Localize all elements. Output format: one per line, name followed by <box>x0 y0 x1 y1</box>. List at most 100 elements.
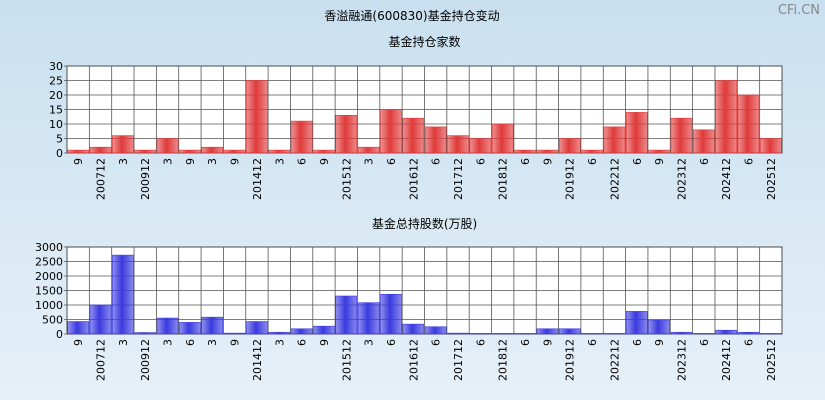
x-tick-label: 200912 <box>139 339 152 381</box>
bar <box>715 80 737 154</box>
bar <box>268 331 291 335</box>
x-tick-label: 6 <box>698 339 711 346</box>
x-tick-label: 201512 <box>340 339 353 381</box>
bar <box>67 149 89 154</box>
bar <box>201 316 224 335</box>
x-tick-label: 6 <box>474 339 487 346</box>
bar <box>380 109 402 154</box>
bar <box>760 138 782 154</box>
x-tick-label: 9 <box>318 158 331 165</box>
bar <box>335 115 358 154</box>
y-tick-label: 30 <box>49 60 63 73</box>
x-tick-label: 6 <box>474 158 487 165</box>
x-tick-label: 6 <box>519 158 532 165</box>
x-tick-label: 9 <box>72 339 85 346</box>
bar <box>692 333 715 335</box>
x-tick-label: 3 <box>162 339 175 346</box>
x-tick-label: 9 <box>541 339 554 346</box>
x-tick-label: 200912 <box>139 158 152 200</box>
x-tick-label: 202412 <box>720 339 733 381</box>
x-tick-label: 9 <box>72 158 85 165</box>
x-tick-label: 6 <box>742 339 755 346</box>
bar <box>335 295 358 335</box>
bar <box>625 112 648 154</box>
bar <box>737 94 760 154</box>
watermark: CFi.CN <box>778 3 820 18</box>
x-tick-label: 6 <box>296 158 309 165</box>
y-tick-label: 5 <box>56 133 63 146</box>
x-tick-label: 201812 <box>497 158 510 200</box>
bar <box>67 321 89 335</box>
bar <box>670 331 693 335</box>
bar <box>648 319 670 335</box>
y-tick-label: 500 <box>42 314 63 327</box>
bar <box>179 149 201 154</box>
bar <box>514 149 536 154</box>
bar <box>357 302 380 335</box>
bar <box>469 333 492 335</box>
x-tick-label: 200712 <box>95 158 108 200</box>
x-tick-label: 3 <box>363 339 376 346</box>
x-tick-label: 3 <box>273 158 286 165</box>
bar <box>491 123 514 154</box>
x-tick-label: 6 <box>296 339 309 346</box>
x-tick-label: 202512 <box>765 339 778 381</box>
bar <box>491 333 514 335</box>
bar <box>112 254 134 335</box>
bar <box>380 293 402 335</box>
y-tick-label: 0 <box>56 147 63 160</box>
chart-title: 基金总持股数(万股) <box>372 216 477 231</box>
chart-title: 基金持仓家数 <box>388 34 460 49</box>
x-tick-label: 202512 <box>765 158 778 200</box>
bar <box>648 149 670 154</box>
x-tick-label: 201612 <box>407 339 420 381</box>
bar <box>536 328 559 335</box>
bar <box>424 126 447 154</box>
x-tick-label: 6 <box>742 158 755 165</box>
x-tick-label: 9 <box>229 158 242 165</box>
bar <box>581 149 603 154</box>
x-tick-label: 201512 <box>340 158 353 200</box>
bar <box>670 117 693 154</box>
x-tick-label: 201412 <box>251 339 264 381</box>
bar <box>313 149 335 154</box>
x-tick-label: 3 <box>162 158 175 165</box>
bar <box>223 149 246 154</box>
x-tick-label: 9 <box>653 158 666 165</box>
x-tick-label: 201612 <box>407 158 420 200</box>
x-tick-label: 3 <box>273 339 286 346</box>
bar <box>156 317 179 335</box>
y-tick-label: 1000 <box>35 299 63 312</box>
bar <box>424 326 447 335</box>
bar <box>402 117 425 154</box>
bar <box>223 332 246 335</box>
bar <box>447 135 469 154</box>
x-tick-label: 9 <box>318 339 331 346</box>
y-tick-label: 0 <box>56 328 63 341</box>
x-tick-label: 201412 <box>251 158 264 200</box>
x-tick-label: 202312 <box>675 339 688 381</box>
bar <box>89 146 112 154</box>
x-tick-label: 201912 <box>564 339 577 381</box>
x-tick-label: 6 <box>698 158 711 165</box>
bar <box>692 129 715 154</box>
bar <box>246 321 268 335</box>
x-tick-label: 6 <box>385 158 398 165</box>
y-tick-label: 2000 <box>35 270 63 283</box>
bar <box>112 135 134 154</box>
bar <box>246 80 268 154</box>
x-tick-label: 9 <box>229 339 242 346</box>
y-tick-label: 2500 <box>35 256 63 269</box>
x-tick-label: 202212 <box>608 158 621 200</box>
x-tick-label: 3 <box>117 158 130 165</box>
bar <box>514 333 536 335</box>
y-tick-label: 15 <box>49 104 63 117</box>
bar <box>581 333 603 335</box>
x-tick-label: 6 <box>430 158 443 165</box>
y-tick-label: 3000 <box>35 241 63 254</box>
x-tick-label: 9 <box>653 339 666 346</box>
x-tick-label: 9 <box>184 158 197 165</box>
bar <box>357 146 380 154</box>
x-tick-label: 3 <box>363 158 376 165</box>
bar <box>201 146 224 154</box>
